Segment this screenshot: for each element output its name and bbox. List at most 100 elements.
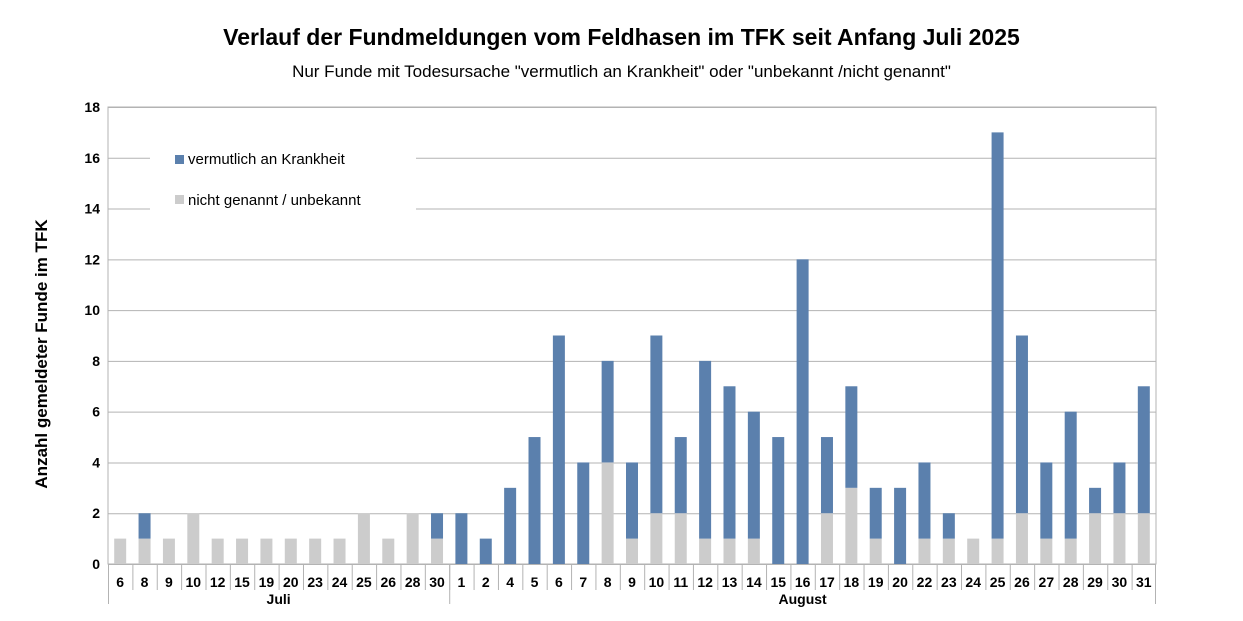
bars — [114, 132, 1150, 564]
bar-krankheit — [1137, 386, 1150, 514]
x-tick-label: 6 — [555, 574, 563, 590]
bar-unbekannt — [845, 487, 858, 564]
bar-krankheit — [894, 487, 907, 564]
bar-unbekannt — [942, 538, 955, 564]
x-tick-label: 31 — [1136, 574, 1152, 590]
x-tick-label: 28 — [1063, 574, 1079, 590]
bar-krankheit — [479, 538, 492, 564]
x-tick-label: 19 — [259, 574, 275, 590]
y-tick-label: 0 — [92, 556, 100, 572]
bar-krankheit — [845, 386, 858, 488]
bar-krankheit — [528, 437, 541, 564]
y-tick-label: 18 — [84, 99, 100, 115]
bar-krankheit — [674, 437, 687, 514]
x-tick-label: 14 — [746, 574, 762, 590]
bar-unbekannt — [309, 538, 322, 564]
legend-label-unbekannt: nicht genannt / unbekannt — [188, 192, 361, 209]
x-tick-label: 10 — [186, 574, 202, 590]
bar-unbekannt — [162, 538, 175, 564]
bar-unbekannt — [991, 538, 1004, 564]
x-tick-label: 8 — [141, 574, 149, 590]
bar-krankheit — [431, 513, 444, 539]
bar-unbekannt — [674, 513, 687, 564]
x-tick-label: 24 — [332, 574, 348, 590]
bar-unbekannt — [601, 462, 614, 564]
x-tick-label: 5 — [531, 574, 539, 590]
y-tick-label: 12 — [84, 251, 100, 267]
x-tick-label: 15 — [770, 574, 786, 590]
chart-subtitle: Nur Funde mit Todesursache "vermutlich a… — [292, 62, 951, 81]
x-tick-label: 24 — [965, 574, 981, 590]
x-tick-label: 26 — [1014, 574, 1030, 590]
gridlines — [107, 106, 1157, 565]
bar-unbekannt — [1015, 513, 1028, 564]
x-tick-label: 18 — [844, 574, 860, 590]
bar-unbekannt — [967, 538, 980, 564]
bar-unbekannt — [382, 538, 395, 564]
bar-krankheit — [552, 335, 565, 564]
x-tick-label: 2 — [482, 574, 490, 590]
bar-krankheit — [1040, 462, 1053, 539]
bar-unbekannt — [1113, 513, 1126, 564]
bar-krankheit — [991, 132, 1004, 539]
legend-swatch-unbekannt — [175, 195, 184, 204]
x-tick-label: 27 — [1039, 574, 1055, 590]
x-tick-label: 30 — [1112, 574, 1128, 590]
bar-unbekannt — [869, 538, 882, 564]
x-tick-label: 17 — [819, 574, 835, 590]
x-tick-label: 1 — [457, 574, 465, 590]
x-tick-label: 29 — [1087, 574, 1103, 590]
bar-krankheit — [577, 462, 590, 564]
bar-unbekannt — [723, 538, 736, 564]
bar-krankheit — [650, 335, 663, 514]
x-tick-label: 12 — [697, 574, 713, 590]
bar-unbekannt — [138, 538, 151, 564]
bar-unbekannt — [211, 538, 224, 564]
bar-krankheit — [869, 487, 882, 539]
x-tick-label: 20 — [283, 574, 299, 590]
bar-unbekannt — [1064, 538, 1077, 564]
bar-krankheit — [626, 462, 638, 539]
x-tick-label: 12 — [210, 574, 226, 590]
x-tick-label: 11 — [673, 574, 688, 590]
bar-unbekannt — [1137, 513, 1150, 564]
bar-unbekannt — [236, 538, 249, 564]
bar-unbekannt — [650, 513, 663, 564]
bar-unbekannt — [284, 538, 297, 564]
bar-krankheit — [942, 513, 955, 539]
x-tick-label: 19 — [868, 574, 884, 590]
bar-krankheit — [138, 513, 151, 539]
group-label: Juli — [267, 591, 291, 607]
bar-krankheit — [504, 487, 517, 564]
bar-krankheit — [699, 360, 712, 539]
x-tick-label: 28 — [405, 574, 421, 590]
y-tick-label: 4 — [92, 454, 100, 470]
bar-krankheit — [772, 437, 785, 564]
x-tick-label: 20 — [892, 574, 908, 590]
x-tick-label: 25 — [356, 574, 372, 590]
y-tick-label: 2 — [92, 505, 100, 521]
bar-unbekannt — [626, 538, 638, 564]
bar-unbekannt — [820, 513, 833, 564]
x-tick-label: 4 — [506, 574, 514, 590]
bar-krankheit — [601, 360, 614, 463]
x-tick-label: 30 — [429, 574, 445, 590]
bar-krankheit — [1064, 411, 1077, 539]
y-tick-label: 8 — [92, 353, 100, 369]
x-tick-label: 9 — [628, 574, 636, 590]
bar-unbekannt — [431, 538, 444, 564]
y-tick-label: 16 — [84, 150, 100, 166]
y-tick-label: 10 — [84, 302, 100, 318]
bar-unbekannt — [1040, 538, 1053, 564]
y-axis-title: Anzahl gemeldeter Funde im TFK — [32, 219, 51, 489]
bar-krankheit — [918, 462, 931, 539]
x-tick-label: 16 — [795, 574, 811, 590]
bar-krankheit — [1015, 335, 1028, 514]
bar-unbekannt — [699, 538, 712, 564]
legend-label-krankheit: vermutlich an Krankheit — [188, 151, 346, 168]
bar-unbekannt — [260, 538, 273, 564]
bar-unbekannt — [333, 538, 346, 564]
x-tick-label: 9 — [165, 574, 173, 590]
bar-unbekannt — [918, 538, 931, 564]
